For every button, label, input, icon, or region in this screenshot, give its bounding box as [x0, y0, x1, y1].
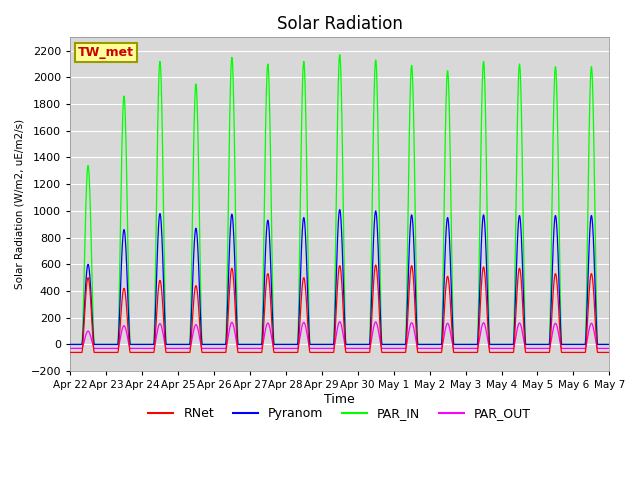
Legend: RNet, Pyranom, PAR_IN, PAR_OUT: RNet, Pyranom, PAR_IN, PAR_OUT	[143, 402, 536, 425]
Text: TW_met: TW_met	[78, 46, 134, 59]
X-axis label: Time: Time	[324, 393, 355, 406]
Y-axis label: Solar Radiation (W/m2, uE/m2/s): Solar Radiation (W/m2, uE/m2/s)	[15, 119, 25, 289]
Title: Solar Radiation: Solar Radiation	[276, 15, 403, 33]
